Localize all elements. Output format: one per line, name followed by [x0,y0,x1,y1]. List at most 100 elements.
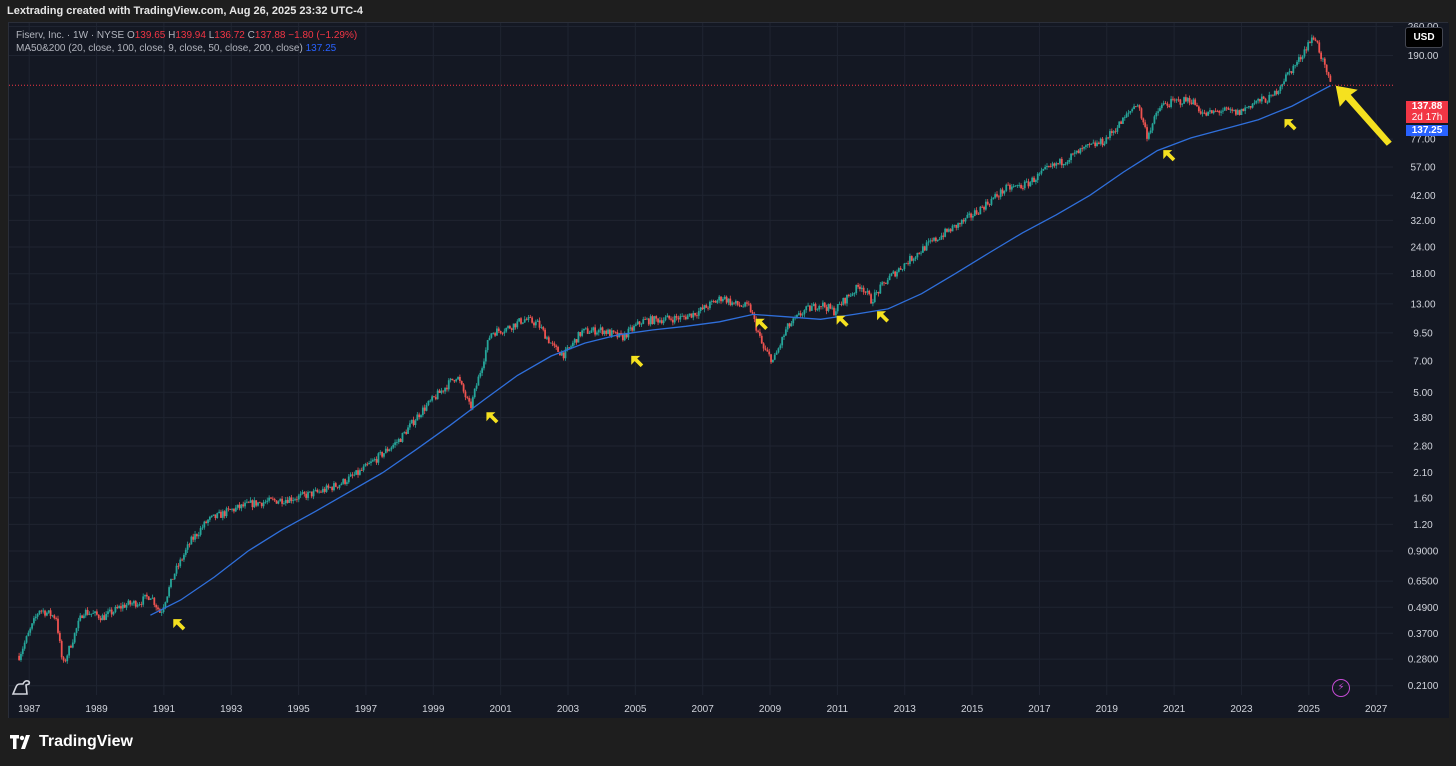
candle-body [521,322,524,324]
candle-body [1079,148,1082,154]
candle-body [70,645,72,648]
candle-body [1222,110,1224,112]
candle-body [214,514,217,519]
candle-body [840,303,843,305]
candle-body [564,349,567,359]
candle-body [210,515,213,517]
candle-body [690,313,693,318]
candle-body [246,501,248,503]
indicator-label[interactable]: MA50&200 (20, close, 100, close, 9, clos… [16,43,303,54]
candle-body [1242,108,1245,111]
candle-body [1007,184,1010,186]
chart-area[interactable]: 1987 1989 1991 1993 1995 1997 1999 2001 2003 2005… [8,22,1449,719]
candle-body [714,301,717,303]
candle-body [427,400,430,406]
candle-body [149,598,152,600]
candle-body [679,316,682,320]
candle-body [105,614,108,620]
candle-body [1296,61,1298,66]
candle-body [308,491,311,493]
candle-body [1175,99,1178,101]
candle-body [503,331,506,334]
candle-body [1183,97,1185,104]
tradingview-logo[interactable]: TradingView [10,733,133,751]
candle-body [847,294,850,297]
candle-body [1288,71,1291,73]
candle-body [288,497,291,503]
candle-body [1257,99,1260,101]
candle-body [77,620,80,629]
candle-body [190,536,193,545]
candle-body [283,503,285,504]
candle-body [371,460,374,462]
indicator-row[interactable]: MA50&200 (20, close, 100, close, 9, clos… [16,42,357,55]
candle-body [957,223,960,228]
candle-body [777,348,780,353]
candle-body [223,511,226,517]
candle-body [1025,181,1028,183]
candle-body [927,241,930,243]
candle-body [1162,103,1165,105]
candle-body [879,284,882,294]
candle-body [705,305,708,308]
candle-body [955,224,958,228]
candle-body [1099,138,1102,144]
candle-body [771,359,774,363]
y-tick-label: 0.4900 [1408,603,1439,614]
x-tick-label: 1989 [85,704,108,715]
candle-body [551,342,554,344]
y-tick-label: 2.10 [1413,468,1433,479]
currency-button[interactable]: USD [1405,27,1443,48]
candle-body [796,314,798,318]
candle-body [701,307,704,310]
candle-body [75,628,78,633]
candle-body [768,351,771,355]
candle-body [829,304,832,309]
candle-body [475,385,478,389]
candle-body [710,301,713,302]
candle-body [855,284,858,294]
candle-body [368,463,371,465]
candle-body [803,310,806,315]
x-tick-label: 1993 [220,704,243,715]
y-tick-label: 1.20 [1413,520,1433,531]
candle-body [401,432,404,442]
candle-body [549,342,552,344]
candle-body [809,305,811,311]
candle-body [1023,181,1026,189]
candle-body [923,246,926,251]
candle-body [1172,98,1174,100]
candle-body [872,302,874,304]
candle-body [1286,72,1289,75]
price-chart[interactable]: 1987 1989 1991 1993 1995 1997 1999 2001 2003 2005… [9,23,1449,719]
candle-body [968,213,971,215]
candle-body [321,488,324,493]
candle-body [464,391,467,398]
candle-body [484,350,487,362]
candle-body [1299,57,1302,60]
candle-body [647,318,650,325]
candle-body [892,271,895,274]
candle-body [90,613,93,615]
candle-body [970,213,972,218]
candle-body [881,282,884,285]
candle-body [358,470,361,475]
candle-body [136,604,139,607]
lightning-icon[interactable]: ⚡ [1332,679,1350,697]
candle-body [431,396,434,401]
ohlc-row: Fiserv, Inc. · 1W · NYSE O139.65 H139.94… [16,29,357,42]
y-tick-label: 3.80 [1413,413,1433,424]
candle-body [670,318,672,320]
candle-body [66,655,69,662]
candle-body [166,596,169,603]
candle-body [25,636,28,643]
candle-body [496,328,498,336]
candle-body [571,342,574,347]
candle-body [81,615,83,618]
candle-body [1209,110,1211,112]
candle-body [262,502,265,507]
candle-body [277,501,280,504]
candle-body [668,315,671,319]
candle-body [453,380,456,382]
candle-body [95,611,98,615]
